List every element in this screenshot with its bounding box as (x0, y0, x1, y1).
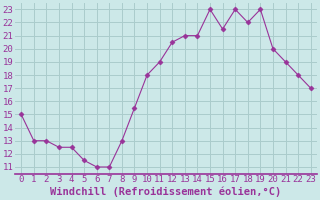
X-axis label: Windchill (Refroidissement éolien,°C): Windchill (Refroidissement éolien,°C) (50, 187, 282, 197)
